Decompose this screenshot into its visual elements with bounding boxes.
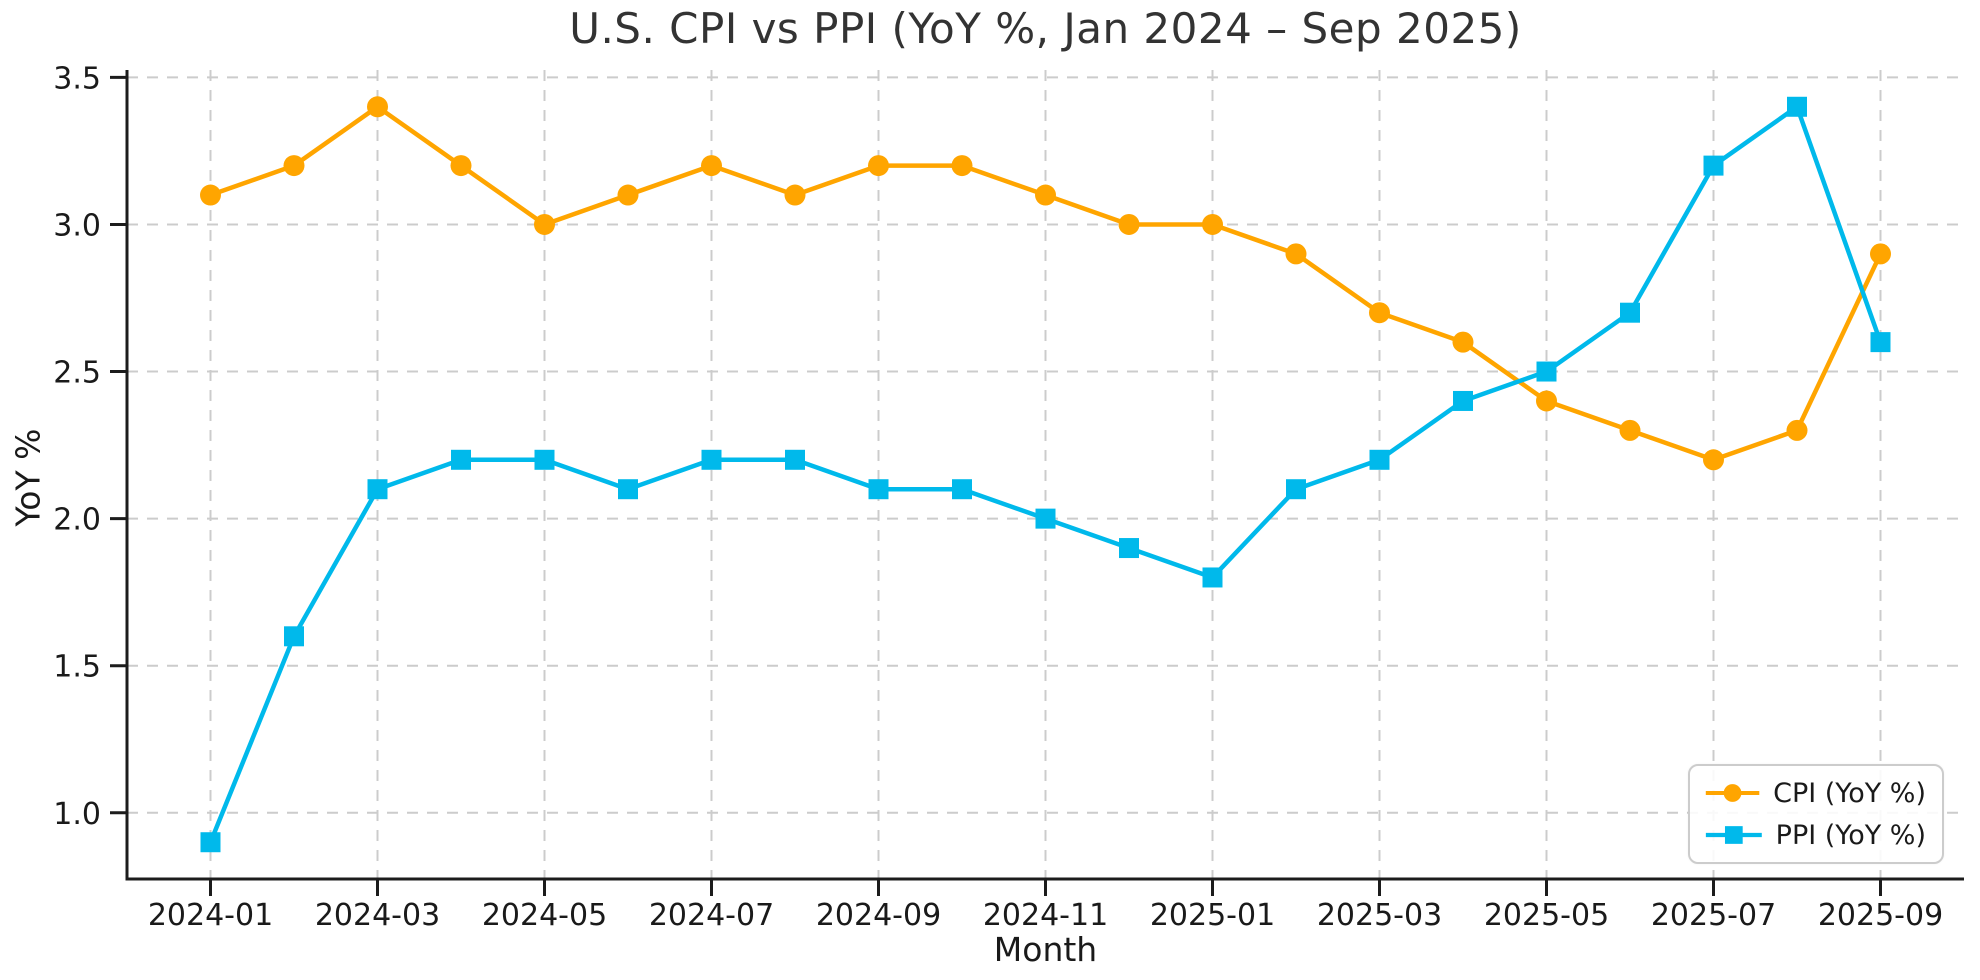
ppi-point-marker: [284, 626, 304, 647]
ppi-point-marker: [1286, 479, 1306, 500]
x-tick-label: 2024-01: [148, 898, 273, 933]
ppi-point-marker: [701, 449, 722, 470]
cpi-point-marker: [450, 155, 472, 177]
ppi-point-marker: [1369, 449, 1390, 470]
cpi-point-marker: [701, 155, 722, 177]
ppi-point-marker: [1035, 508, 1056, 529]
ppi-point-marker: [1119, 538, 1139, 559]
cpi-point-marker: [367, 96, 388, 118]
ppi-point-marker: [1536, 361, 1557, 382]
cpi-point-marker: [1369, 302, 1390, 324]
legend-ppi-square-marker: [1724, 826, 1743, 844]
cpi-point-marker: [784, 184, 806, 206]
cpi-point-marker: [868, 155, 889, 177]
chart-title: U.S. CPI vs PPI (YoY %, Jan 2024 – Sep 2…: [569, 4, 1522, 53]
ppi-point-marker: [785, 449, 805, 470]
legend-entry-ppi: PPI (YoY %): [1704, 816, 1926, 854]
x-tick-label: 2025-03: [1317, 898, 1442, 933]
cpi-point-marker: [1285, 243, 1307, 265]
ppi-point-marker: [1202, 567, 1223, 588]
ppi-point-marker: [618, 479, 638, 500]
cpi-point-marker: [951, 155, 973, 177]
legend-cpi-circle-marker: [1723, 784, 1742, 802]
x-tick-label: 2025-01: [1150, 898, 1275, 933]
ppi-point-marker: [1703, 155, 1724, 176]
ppi-point-marker: [451, 449, 471, 470]
legend-cpi-swatch: [1705, 784, 1760, 802]
y-tick-label: 2.5: [53, 356, 101, 391]
legend: CPI (YoY %) PPI (YoY %): [1688, 764, 1944, 864]
y-tick-label: 1.0: [53, 797, 101, 832]
legend-cpi-label: CPI (YoY %): [1773, 777, 1926, 809]
cpi-point-marker: [1118, 213, 1140, 235]
x-tick-label: 2024-03: [315, 898, 440, 933]
y-tick-label: 3.5: [53, 61, 101, 96]
cpi-point-marker: [1703, 449, 1724, 471]
ppi-point-marker: [1870, 332, 1891, 353]
ppi-point-marker: [367, 479, 388, 500]
y-tick-label: 1.5: [53, 650, 101, 685]
ppi-point-marker: [1453, 390, 1473, 411]
cpi-point-marker: [283, 155, 305, 177]
ppi-point-marker: [1787, 96, 1807, 117]
cpi-point-marker: [1870, 243, 1891, 265]
legend-entry-cpi: CPI (YoY %): [1704, 774, 1926, 812]
cpi-point-marker: [1452, 331, 1474, 353]
ppi-point-marker: [952, 479, 972, 500]
ppi-point-marker: [1620, 302, 1640, 323]
legend-ppi-swatch: [1705, 826, 1762, 844]
y-axis-label: YoY %: [8, 428, 48, 527]
y-tick-label: 2.0: [53, 503, 101, 538]
ppi-point-marker: [534, 449, 555, 470]
x-tick-label: 2024-11: [983, 898, 1108, 933]
x-tick-label: 2024-05: [482, 898, 607, 933]
cpi-point-marker: [534, 213, 555, 235]
cpi-point-marker: [1786, 419, 1808, 441]
x-tick-label: 2025-09: [1818, 898, 1943, 933]
ppi-point-marker: [868, 479, 889, 500]
y-tick-label: 3.0: [53, 208, 101, 243]
x-tick-label: 2024-09: [816, 898, 941, 933]
cpi-point-marker: [1202, 213, 1223, 235]
cpi-point-marker: [617, 184, 639, 206]
x-tick-label: 2025-05: [1484, 898, 1609, 933]
cpi-point-marker: [1619, 419, 1641, 441]
x-axis-label: Month: [993, 930, 1098, 969]
x-tick-label: 2024-07: [649, 898, 774, 933]
cpi-point-marker: [1035, 184, 1056, 206]
cpi-point-marker: [1536, 390, 1557, 412]
legend-ppi-label: PPI (YoY %): [1775, 819, 1926, 851]
ppi-point-marker: [200, 832, 221, 853]
cpi-point-marker: [200, 184, 221, 206]
x-tick-label: 2025-07: [1651, 898, 1776, 933]
